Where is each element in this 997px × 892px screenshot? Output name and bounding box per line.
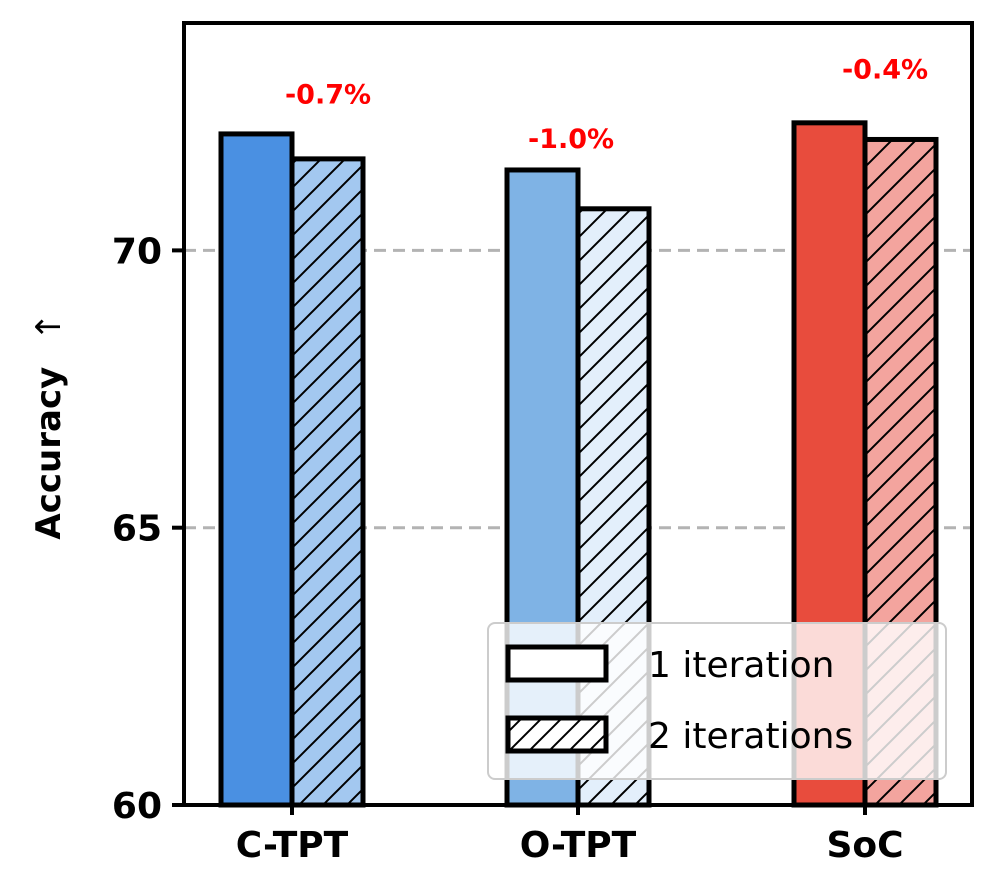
bar-hatch-c-tpt-2-iterations <box>292 158 363 806</box>
annotation-o-tpt: -1.0% <box>528 124 614 155</box>
y-axis-label: Accuracy ↑ <box>29 312 69 539</box>
y-axis-label-text: Accuracy <box>29 367 69 540</box>
y-tick-label-60: 60 <box>112 786 162 827</box>
x-tick-label-c-tpt: C-TPT <box>236 825 349 866</box>
y-axis-ticks: 60 65 70 <box>112 231 184 827</box>
legend-swatch-2-iterations <box>505 715 609 754</box>
annotation-c-tpt: -0.7% <box>285 79 371 110</box>
legend: 1 iteration 2 iterations <box>487 622 947 780</box>
annotation-soc: -0.4% <box>842 54 928 85</box>
bar-c-tpt-1-iteration <box>221 133 292 805</box>
x-tick-label-soc: SoC <box>826 825 903 866</box>
y-tick-label-70: 70 <box>112 231 162 272</box>
annotations: -0.7% -1.0% -0.4% <box>285 54 928 154</box>
legend-swatch-1-iteration <box>505 644 609 683</box>
y-axis-label-arrow: ↑ <box>29 312 69 341</box>
x-axis-ticks: C-TPT O-TPT SoC <box>236 805 904 866</box>
y-tick-label-65: 65 <box>112 509 162 550</box>
x-tick-label-o-tpt: O-TPT <box>520 825 637 866</box>
legend-label-1-iteration: 1 iteration <box>648 645 834 686</box>
legend-label-2-iterations: 2 iterations <box>648 716 853 757</box>
